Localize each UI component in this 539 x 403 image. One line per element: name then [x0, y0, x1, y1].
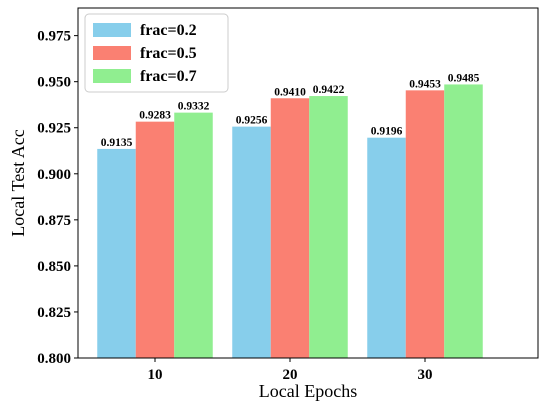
- data-label: 0.9332: [178, 101, 210, 113]
- bar: [405, 90, 445, 358]
- y-tick-label: 0.925: [37, 121, 71, 137]
- legend-label: frac=0.2: [140, 22, 197, 39]
- legend-swatch: [93, 23, 131, 37]
- data-label: 0.9422: [313, 84, 345, 96]
- data-label: 0.9453: [409, 78, 441, 90]
- y-tick-label: 0.875: [37, 213, 71, 229]
- y-tick-label: 0.900: [37, 167, 71, 183]
- bar: [367, 137, 406, 358]
- bar: [270, 98, 310, 359]
- legend-swatch: [93, 69, 131, 83]
- legend-label: frac=0.5: [140, 45, 197, 62]
- data-label: 0.9256: [236, 115, 268, 127]
- bar: [135, 121, 175, 358]
- y-tick-label: 0.825: [37, 305, 71, 321]
- y-tick-label: 0.975: [37, 29, 71, 45]
- bar: [174, 112, 213, 358]
- bar: [444, 84, 483, 359]
- bar: [309, 96, 348, 358]
- x-tick-label: 20: [283, 367, 298, 383]
- legend: frac=0.2 frac=0.5 frac=0.7: [84, 13, 229, 93]
- y-tick-label: 0.950: [37, 75, 71, 91]
- legend-label: frac=0.7: [140, 68, 197, 85]
- bar: [97, 148, 136, 358]
- data-labels-group: 0.9135 0.9256 0.9196 0.9283 0.9410 0.9453 0.93…: [101, 72, 480, 148]
- y-axis-label: Local Test Acc: [8, 129, 28, 236]
- data-label: 0.9283: [139, 110, 171, 122]
- data-label: 0.9410: [274, 86, 306, 98]
- bar: [232, 126, 271, 358]
- x-tick-label: 30: [418, 367, 433, 383]
- y-tick-label: 0.800: [37, 351, 71, 367]
- axes-group: 0.800 0.825 0.850 0.875 0.900 0.925 0.950 0.975…: [37, 7, 539, 383]
- x-axis-label: Local Epochs: [259, 381, 357, 401]
- legend-swatch: [93, 46, 131, 60]
- x-tick-label: 10: [148, 367, 163, 383]
- data-label: 0.9196: [371, 126, 403, 138]
- data-label: 0.9485: [448, 72, 480, 84]
- plot-frame: [77, 7, 539, 359]
- bars-group: [97, 84, 483, 359]
- y-tick-label: 0.850: [37, 259, 71, 275]
- data-label: 0.9135: [101, 137, 133, 149]
